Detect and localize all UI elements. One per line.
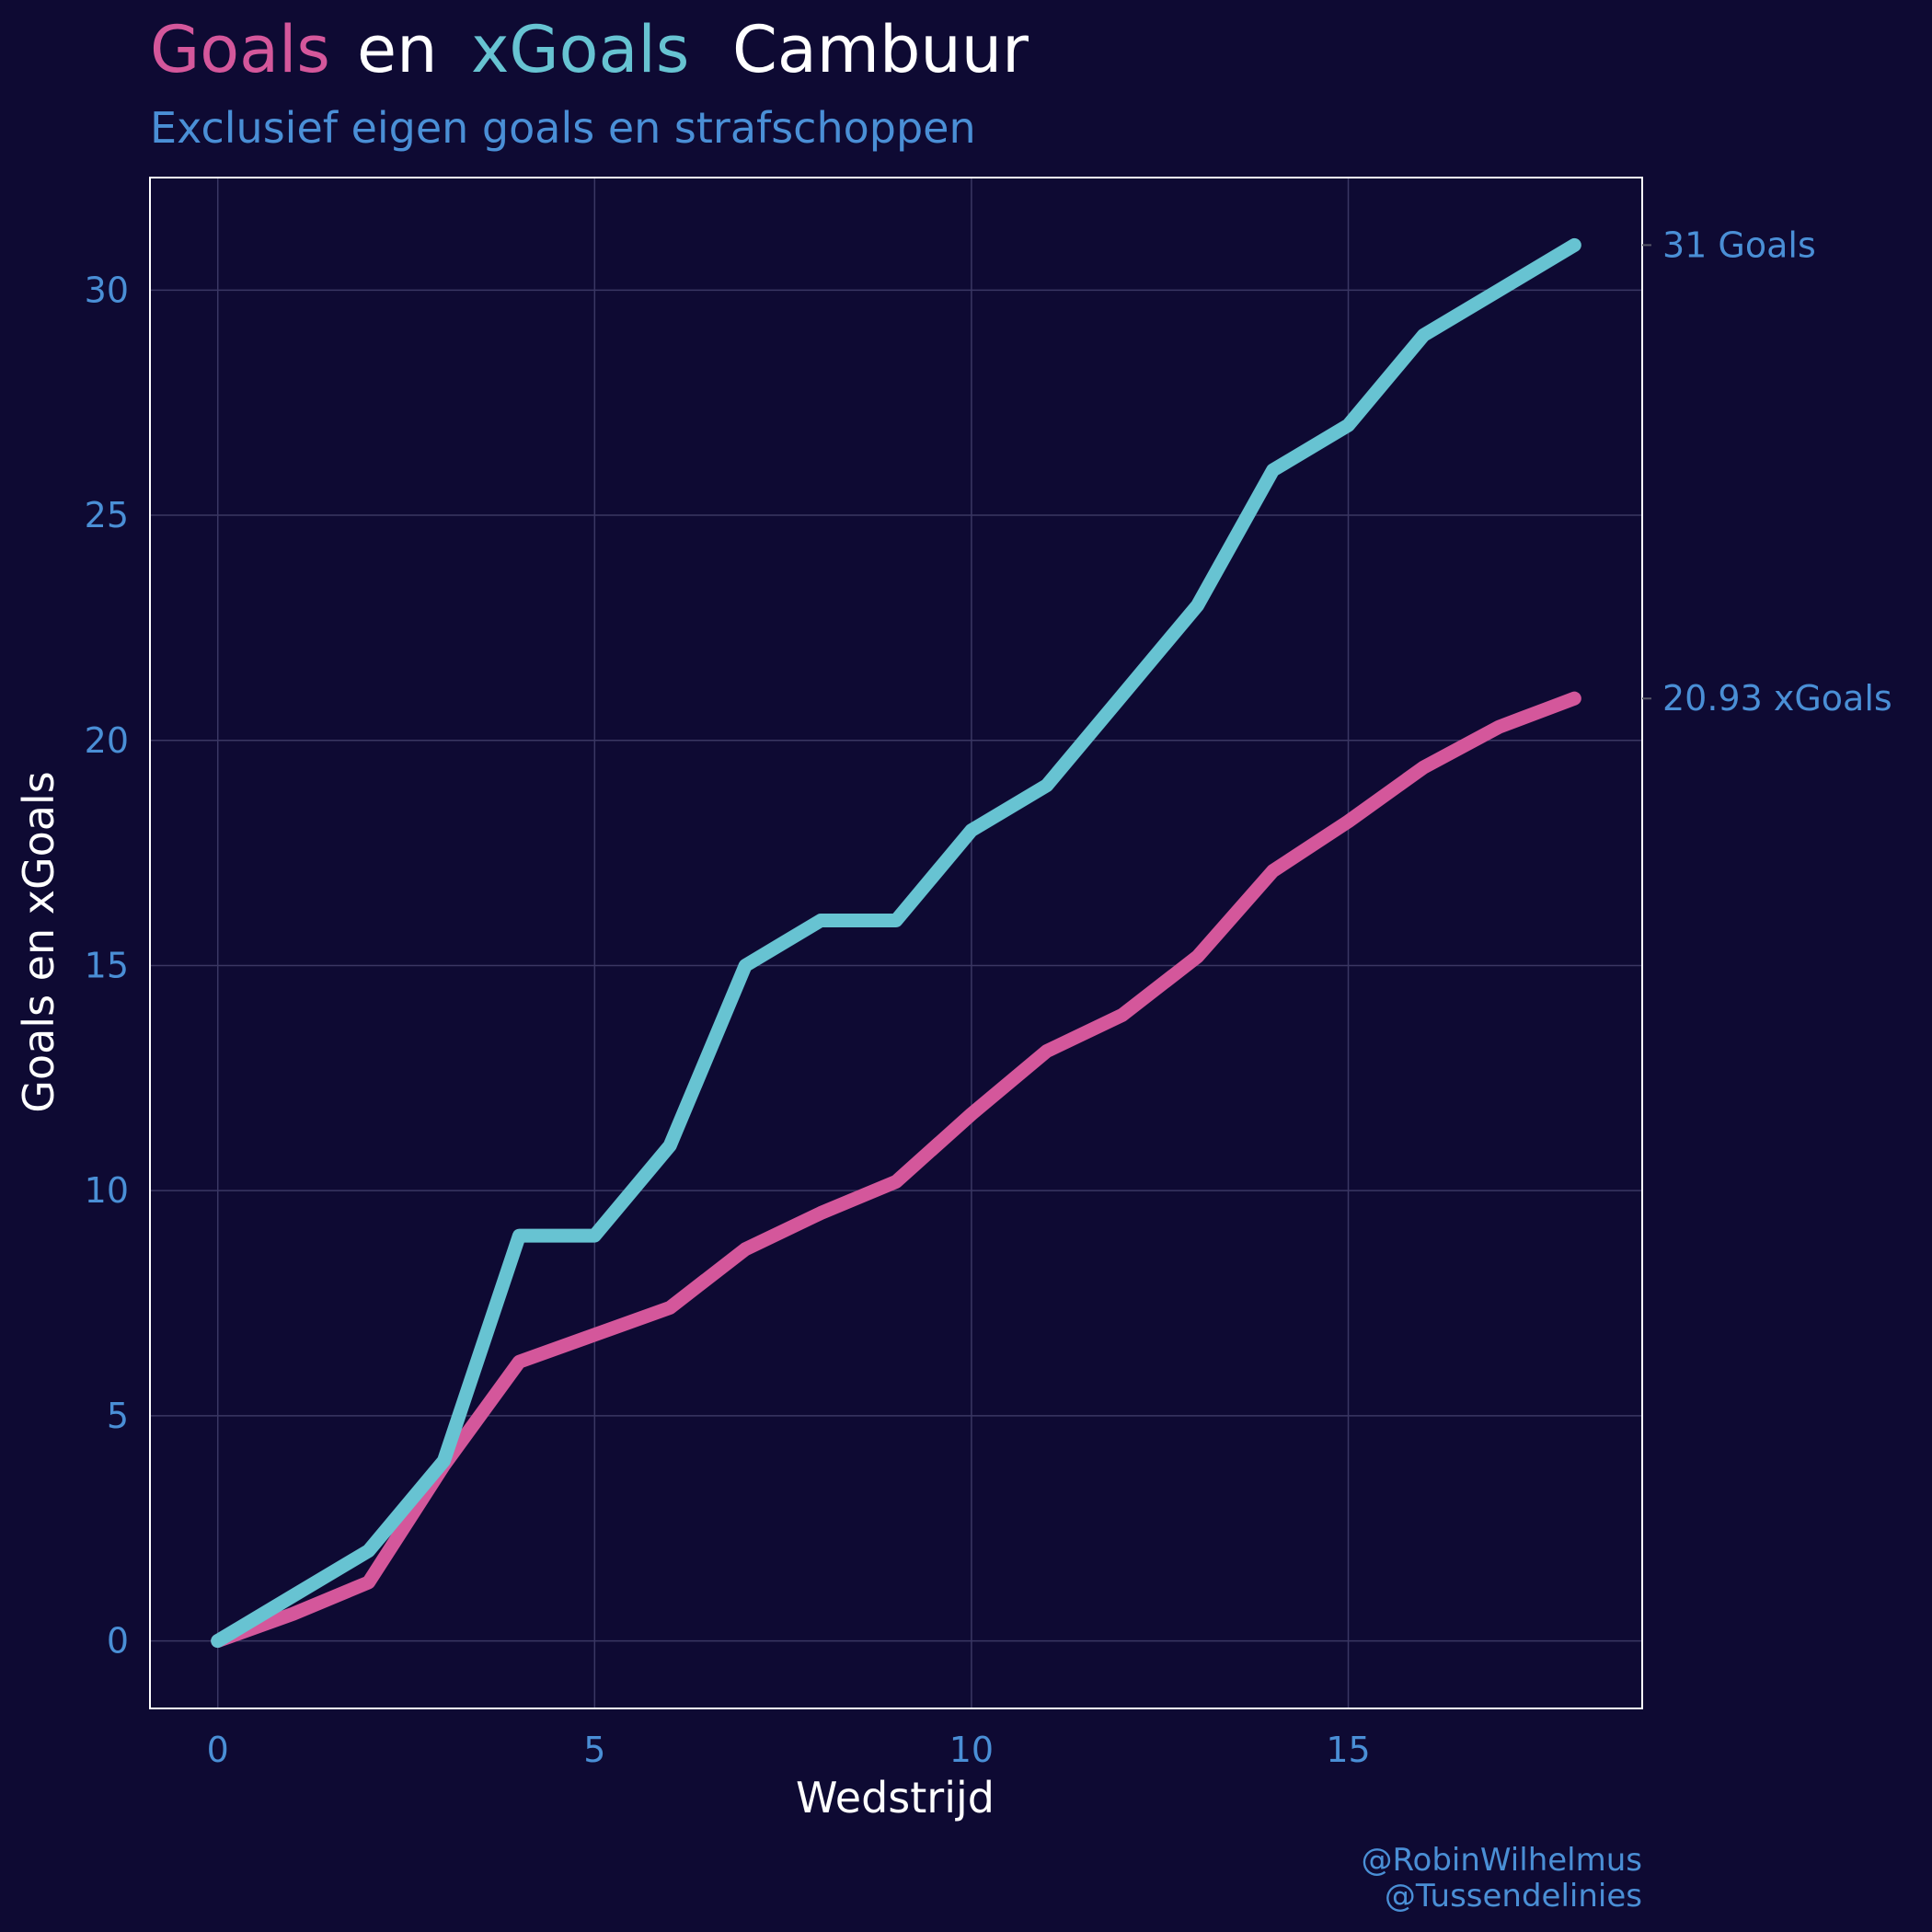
y-tick-label: 20 bbox=[85, 720, 129, 761]
plot-frame bbox=[149, 177, 1643, 1709]
title-goals-word: Goals bbox=[150, 12, 330, 87]
chart-title: Goals en xGoals Cambuur bbox=[150, 12, 1029, 87]
y-axis-ticks: 0 5 10 15 20 25 30 bbox=[85, 270, 129, 1661]
x-tick-label: 5 bbox=[583, 1730, 605, 1770]
chart-subtitle: Exclusief eigen goals en strafschoppen bbox=[150, 103, 976, 153]
x-axis-ticks: 0 5 10 15 bbox=[207, 1730, 1371, 1770]
y-tick-label: 0 bbox=[107, 1621, 129, 1662]
title-team-word: Cambuur bbox=[732, 12, 1029, 87]
series-line-goals bbox=[211, 237, 1581, 1649]
y-tick-label: 25 bbox=[85, 495, 129, 535]
caption-line-1: @RobinWilhelmus bbox=[1361, 1842, 1642, 1879]
end-label: 20.93 xGoals bbox=[1662, 678, 1892, 719]
end-label: 31 Goals bbox=[1662, 224, 1816, 265]
x-tick-label: 0 bbox=[207, 1730, 229, 1770]
y-tick-label: 15 bbox=[85, 945, 129, 985]
y-tick-label: 10 bbox=[85, 1170, 129, 1211]
end-labels: 31 Goals 20.93 xGoals bbox=[1642, 224, 1892, 719]
x-tick-label: 10 bbox=[949, 1730, 994, 1770]
grid-lines bbox=[150, 178, 1642, 1708]
caption-line-2: @Tussendelinies bbox=[1385, 1878, 1642, 1915]
x-axis-title: Wedstrijd bbox=[796, 1773, 995, 1823]
series-layer bbox=[211, 237, 1581, 1649]
y-tick-label: 5 bbox=[107, 1396, 129, 1436]
title-xgoals-word: xGoals bbox=[471, 12, 689, 87]
x-tick-label: 15 bbox=[1326, 1730, 1370, 1770]
y-axis-title: Goals en xGoals bbox=[14, 771, 63, 1112]
title-en-word: en bbox=[357, 12, 437, 87]
y-tick-label: 30 bbox=[85, 270, 129, 310]
